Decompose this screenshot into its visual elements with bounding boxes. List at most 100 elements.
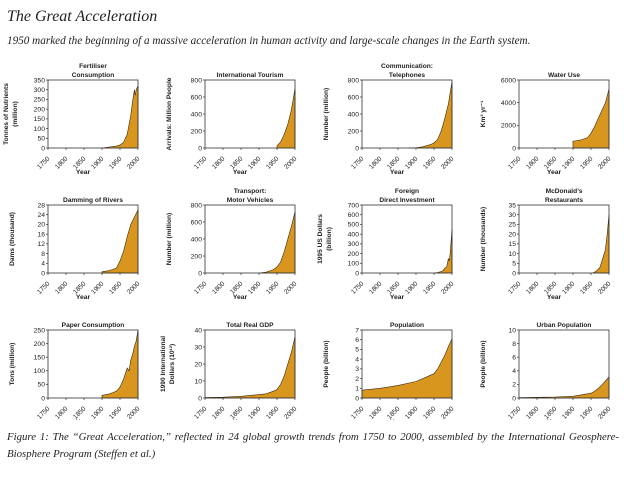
x-tick-label: 1900 (561, 280, 577, 296)
x-axis-label: Year (76, 294, 91, 301)
x-tick-label: 2000 (126, 280, 142, 296)
x-tick-label: 1900 (90, 280, 106, 296)
x-tick-label: 1750 (507, 155, 523, 171)
x-axis-label: Year (390, 419, 405, 420)
y-tick-label: 20 (508, 231, 516, 238)
y-tick-label: 600 (191, 94, 203, 101)
series-area (101, 209, 139, 274)
x-axis-label: Year (233, 419, 248, 420)
plot-frame (47, 329, 139, 399)
chart-title: International Tourism (217, 72, 284, 79)
y-tick-label: 0 (198, 270, 202, 277)
x-tick-label: 2000 (283, 405, 299, 420)
y-axis-label: Tons (million) (9, 343, 16, 386)
x-tick-label: 2000 (440, 405, 456, 420)
chart-title: Foreign (395, 188, 419, 195)
chart-title: Telephones (389, 72, 425, 79)
x-tick-label: 1950 (422, 155, 438, 171)
y-tick-label: 30 (508, 212, 516, 219)
y-tick-label: 2000 (501, 123, 516, 130)
x-tick-label: 1800 (211, 405, 227, 420)
chart-title: McDonald’s (546, 188, 583, 195)
x-tick-label: 1950 (422, 280, 438, 296)
y-tick-label: 500 (348, 222, 360, 229)
x-tick-label: 1800 (54, 155, 70, 171)
y-tick-label: 4 (41, 261, 45, 268)
y-tick-label: 4 (512, 368, 516, 375)
y-tick-label: 200 (191, 128, 203, 135)
y-tick-label: 15 (508, 241, 516, 248)
x-tick-label: 1800 (54, 280, 70, 296)
series-area (361, 338, 453, 399)
x-tick-label: 1950 (108, 405, 124, 420)
y-tick-label: 200 (348, 251, 360, 258)
x-axis-label: Year (547, 419, 562, 420)
x-tick-label: 1900 (561, 155, 577, 171)
x-tick-label: 1950 (265, 405, 281, 420)
x-tick-label: 1750 (350, 155, 366, 171)
y-axis-label: Number (thousands) (480, 207, 487, 271)
x-tick-label: 1750 (193, 280, 209, 296)
x-tick-label: 1900 (90, 155, 106, 171)
chart-title: Population (390, 322, 424, 329)
y-tick-label: 10 (508, 251, 516, 258)
y-tick-label: 800 (191, 202, 203, 209)
y-tick-label: 0 (355, 395, 359, 402)
chart-title: Water Use (548, 72, 580, 79)
x-tick-label: 1800 (525, 405, 541, 420)
x-tick-label: 1750 (507, 405, 523, 420)
x-tick-label: 1950 (265, 280, 281, 296)
y-axis-label: Number (million) (323, 88, 330, 140)
y-tick-label: 0 (355, 270, 359, 277)
y-axis-label: 1990 International (160, 336, 167, 392)
y-tick-label: 40 (194, 327, 202, 334)
y-tick-label: 4 (355, 356, 359, 363)
y-tick-label: 0 (512, 270, 516, 277)
x-axis-label: Year (390, 294, 405, 301)
chart-title: Direct Investment (379, 197, 435, 204)
y-tick-label: 1 (355, 386, 359, 393)
x-axis-label: Year (390, 169, 405, 176)
y-tick-label: 6 (355, 337, 359, 344)
chart-panel: Paper Consumption 0 50 100 150 200 250 1750 1800… (9, 322, 142, 420)
chart-title: Total Real GDP (226, 322, 274, 329)
chart-title: Consumption (72, 72, 115, 79)
x-tick-label: 1950 (108, 280, 124, 296)
plot-frame (361, 204, 453, 274)
y-tick-label: 200 (34, 106, 46, 113)
y-tick-label: 0 (198, 145, 202, 152)
x-tick-label: 1850 (543, 405, 559, 420)
x-tick-label: 1750 (507, 280, 523, 296)
y-tick-label: 300 (348, 241, 360, 248)
y-tick-label: 10 (194, 378, 202, 385)
x-tick-label: 1850 (229, 405, 245, 420)
y-tick-label: 24 (37, 212, 45, 219)
x-tick-label: 1900 (404, 155, 420, 171)
y-axis-label: Dollars (10¹²) (169, 344, 176, 384)
y-tick-label: 7 (355, 327, 359, 334)
chart-title: Paper Consumption (62, 322, 125, 329)
x-tick-label: 1800 (525, 280, 541, 296)
y-tick-label: 20 (194, 361, 202, 368)
x-tick-label: 1800 (211, 280, 227, 296)
x-tick-label: 1900 (247, 405, 263, 420)
y-axis-label: Number (million) (166, 213, 173, 265)
x-tick-label: 2000 (126, 405, 142, 420)
x-tick-label: 2000 (126, 155, 142, 171)
x-tick-label: 1800 (211, 155, 227, 171)
x-tick-label: 1750 (36, 280, 52, 296)
y-tick-label: 12 (37, 241, 45, 248)
chart-title: Motor Vehicles (227, 197, 274, 204)
plot-frame (518, 204, 610, 274)
series-area (592, 214, 610, 274)
chart-panel: Foreign Direct Investment 0 100 200 300 400 500… (317, 188, 456, 301)
y-tick-label: 0 (512, 145, 516, 152)
chart-title: Damming of Rivers (63, 197, 123, 204)
y-tick-label: 350 (34, 77, 46, 84)
y-tick-label: 600 (348, 212, 360, 219)
x-tick-label: 1750 (350, 405, 366, 420)
plot-frame (47, 204, 139, 274)
y-tick-label: 2 (512, 382, 516, 389)
